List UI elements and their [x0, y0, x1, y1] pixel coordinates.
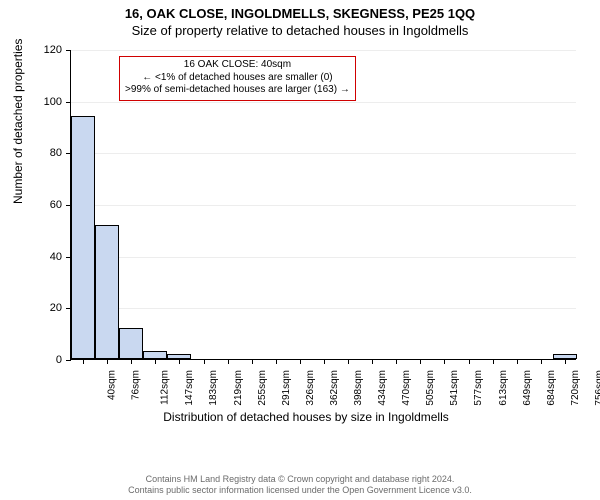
- annotation-line3: >99% of semi-detached houses are larger …: [125, 84, 350, 97]
- ytick-label: 80: [32, 147, 62, 159]
- footer-line1: Contains HM Land Registry data © Crown c…: [0, 474, 600, 485]
- gridline: [71, 102, 576, 103]
- gridline: [71, 50, 576, 51]
- xtick-label: 398sqm: [353, 370, 364, 406]
- xtick-label: 613sqm: [498, 370, 509, 406]
- gridline: [71, 308, 576, 309]
- xtick-label: 720sqm: [570, 370, 581, 406]
- bar: [143, 351, 167, 359]
- y-axis-label: Number of detached properties: [11, 39, 25, 204]
- ytick-label: 20: [32, 302, 62, 314]
- xtick-label: 577sqm: [474, 370, 485, 406]
- annotation-line2: ← <1% of detached houses are smaller (0): [125, 72, 350, 85]
- xtick-label: 291sqm: [281, 370, 292, 406]
- xtick-label: 147sqm: [184, 370, 195, 406]
- gridline: [71, 257, 576, 258]
- ytick-mark: [66, 360, 71, 361]
- xtick-label: 541sqm: [449, 370, 460, 406]
- ytick-label: 0: [32, 354, 62, 366]
- chart-container: Number of detached properties 0204060801…: [26, 44, 586, 424]
- xtick-label: 183sqm: [209, 370, 220, 406]
- ytick-label: 120: [32, 44, 62, 56]
- x-axis-label: Distribution of detached houses by size …: [26, 410, 586, 424]
- y-ticks: 020406080100120: [26, 50, 66, 360]
- xtick-label: 362sqm: [329, 370, 340, 406]
- xtick-label: 434sqm: [377, 370, 388, 406]
- gridline: [71, 205, 576, 206]
- footer: Contains HM Land Registry data © Crown c…: [0, 474, 600, 497]
- xtick-label: 326sqm: [305, 370, 316, 406]
- xtick-label: 649sqm: [522, 370, 533, 406]
- page-subtitle: Size of property relative to detached ho…: [0, 21, 600, 42]
- x-ticks: 40sqm 76sqm 112sqm 147sqm 183sqm 219sqm 255sqm…: [70, 362, 576, 412]
- xtick-label: 112sqm: [160, 370, 171, 405]
- annotation-box: 16 OAK CLOSE: 40sqm ← <1% of detached ho…: [119, 56, 356, 101]
- xtick-label: 76sqm: [131, 370, 142, 400]
- xtick-label: 40sqm: [107, 370, 118, 400]
- ytick-mark: [66, 50, 71, 51]
- bar: [119, 328, 143, 359]
- bar: [95, 225, 119, 359]
- xtick-label: 684sqm: [546, 370, 557, 406]
- xtick-label: 505sqm: [425, 370, 436, 406]
- bar: [71, 116, 95, 359]
- plot-area: 16 OAK CLOSE: 40sqm ← <1% of detached ho…: [70, 50, 576, 360]
- ytick-mark: [66, 102, 71, 103]
- gridline: [71, 153, 576, 154]
- ytick-label: 40: [32, 251, 62, 263]
- xtick-label: 255sqm: [257, 370, 268, 406]
- page-title: 16, OAK CLOSE, INGOLDMELLS, SKEGNESS, PE…: [0, 0, 600, 21]
- annotation-line1: 16 OAK CLOSE: 40sqm: [125, 59, 350, 72]
- footer-line2: Contains public sector information licen…: [0, 485, 600, 496]
- xtick-label: 219sqm: [233, 370, 244, 406]
- xtick-label: 756sqm: [594, 370, 600, 406]
- xtick-label: 470sqm: [401, 370, 412, 406]
- ytick-label: 60: [32, 199, 62, 211]
- ytick-label: 100: [32, 96, 62, 108]
